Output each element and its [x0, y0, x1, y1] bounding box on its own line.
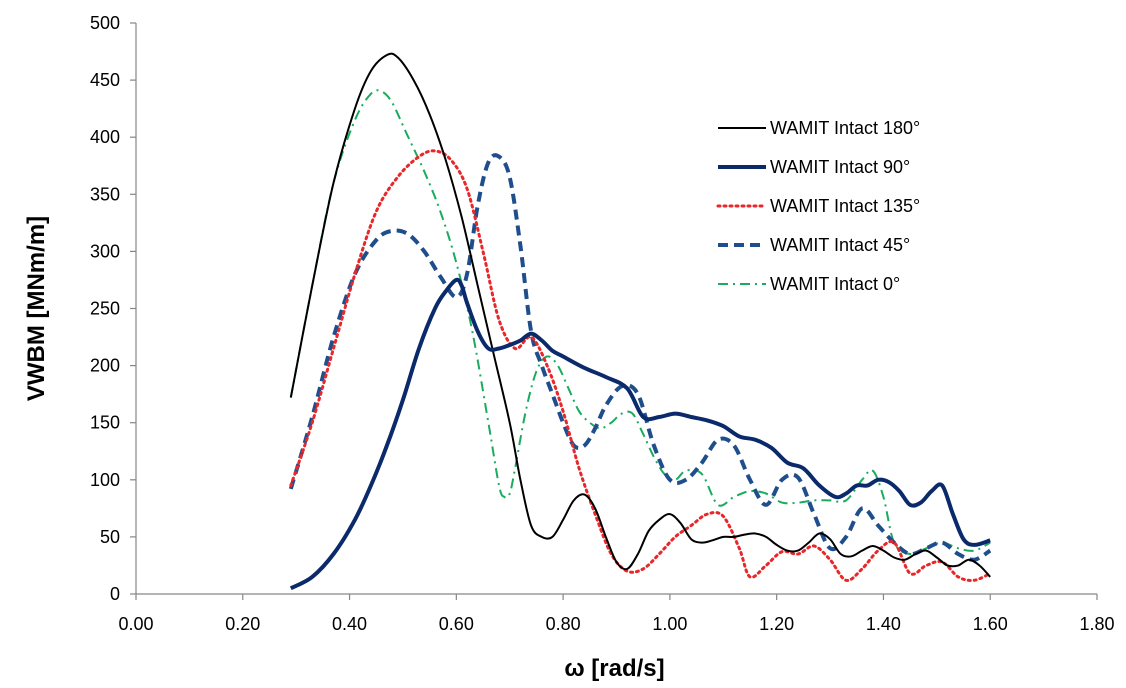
series-line-1	[289, 52, 991, 578]
series-line-4	[288, 153, 992, 562]
x-tick-label: 1.20	[759, 614, 794, 634]
legend-label: WAMIT Intact 45°	[770, 235, 910, 255]
x-tick-label: 0.20	[225, 614, 260, 634]
legend-label: WAMIT Intact 135°	[770, 196, 920, 216]
series-line-5	[289, 89, 991, 556]
y-tick-label: 450	[90, 70, 120, 90]
x-axis-ticks: 0.00 0.20 0.40 0.60 0.80 1.00 1.20 1.40 1.60 1.80	[118, 594, 1115, 634]
y-axis-title: VWBM [MNm/m]	[23, 216, 50, 401]
x-tick-label: 0.60	[439, 614, 474, 634]
x-tick-label: 0.00	[118, 614, 153, 634]
series-line-3	[289, 149, 992, 582]
y-tick-label: 200	[90, 356, 120, 376]
x-axis-title: ω [rad/s]	[564, 655, 664, 682]
legend-label: WAMIT Intact 0°	[770, 274, 900, 294]
x-tick-label: 0.40	[332, 614, 367, 634]
y-tick-label: 0	[110, 584, 120, 604]
x-tick-label: 1.00	[652, 614, 687, 634]
x-tick-label: 1.60	[973, 614, 1008, 634]
legend: WAMIT Intact 180° WAMIT Intact 90° WAMIT I…	[716, 118, 920, 294]
y-tick-label: 350	[90, 184, 120, 204]
series-layer	[288, 52, 992, 591]
y-axis-ticks: 0 50 100 150 200 250 300 350 400 450 500	[90, 13, 136, 604]
y-tick-label: 400	[90, 127, 120, 147]
y-tick-label: 50	[100, 527, 120, 547]
y-tick-label: 500	[90, 13, 120, 33]
series-line-2	[289, 277, 991, 591]
y-tick-label: 100	[90, 470, 120, 490]
y-tick-label: 300	[90, 241, 120, 261]
legend-label: WAMIT Intact 180°	[770, 118, 920, 138]
legend-label: WAMIT Intact 90°	[770, 157, 910, 177]
x-tick-label: 1.40	[866, 614, 901, 634]
y-tick-label: 250	[90, 299, 120, 319]
x-tick-label: 1.80	[1079, 614, 1114, 634]
y-tick-label: 150	[90, 413, 120, 433]
x-tick-label: 0.80	[546, 614, 581, 634]
